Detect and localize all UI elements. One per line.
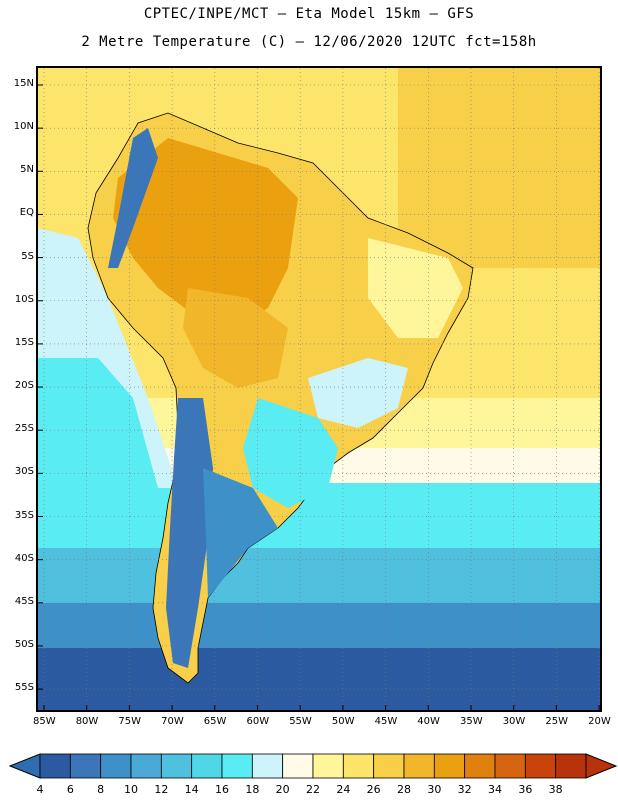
- colorbar-label: 36: [518, 783, 533, 796]
- lon-tick-label: 55W: [289, 716, 312, 727]
- lon-tick-label: 80W: [75, 716, 99, 727]
- ocean-band-hot: [398, 68, 600, 268]
- lon-tick-label: 45W: [374, 716, 398, 727]
- northeast-mild: [368, 238, 463, 338]
- temperature-map: [38, 68, 600, 710]
- colorbar-right-arrow: [585, 753, 618, 779]
- ocean-band-coldest: [38, 648, 600, 710]
- lon-tick-label: 75W: [118, 716, 142, 727]
- colorbar-label: 10: [124, 783, 138, 796]
- colorbar-label: 26: [366, 783, 381, 796]
- lat-tick-label: 55S: [14, 682, 34, 694]
- colorbar-cell: [221, 753, 253, 779]
- colorbar-cell: [130, 753, 162, 779]
- lat-tick-label: 45S: [14, 595, 34, 607]
- colorbar-label: 16: [215, 783, 229, 796]
- lat-tick-label: 10N: [13, 121, 34, 133]
- colorbar-cell: [403, 753, 435, 779]
- amazon-hot-region: [113, 138, 298, 328]
- colorbar-label: 18: [245, 783, 260, 796]
- map-title: CPTEC/INPE/MCT – Eta Model 15km – GFS: [143, 6, 475, 22]
- lon-tick-label: 40W: [417, 716, 440, 727]
- colorbar-cell: [342, 753, 375, 779]
- lon-tick-label: 70W: [161, 716, 184, 727]
- colorbar-cell: [312, 753, 344, 779]
- lat-tick-label: 25S: [14, 423, 34, 435]
- colorbar-cell: [494, 753, 526, 779]
- lat-tick-label: 50S: [14, 638, 34, 650]
- patagonia-cold: [203, 468, 278, 598]
- colorbar-cell: [433, 753, 466, 779]
- colorbar-label: 12: [154, 783, 169, 796]
- colorbar-cell: [191, 753, 223, 779]
- ocean-band-cold: [38, 548, 600, 608]
- lon-tick-label: 25W: [545, 716, 569, 727]
- lat-tick-label: 15S: [14, 336, 34, 348]
- colorbar-label: 6: [66, 783, 74, 796]
- colorbar: [8, 753, 618, 779]
- ocean-band-cool: [38, 483, 600, 553]
- gridlines: [38, 68, 600, 710]
- map-frame: [36, 66, 602, 712]
- lat-tick-label: 10S: [14, 293, 34, 305]
- lat-tick-label: 15N: [13, 78, 34, 89]
- colorbar-label: 34: [488, 783, 502, 796]
- colorbar-cell: [251, 753, 284, 779]
- lat-tick-label: 40S: [14, 552, 34, 564]
- colorbar-label: 38: [548, 783, 563, 796]
- colorbar-cell: [39, 753, 71, 779]
- southeast-cool: [308, 358, 408, 428]
- lon-tick-label: 30W: [502, 716, 526, 727]
- colorbar-label: 8: [97, 783, 105, 796]
- lon-tick-label: 60W: [246, 716, 270, 727]
- colorbar-cell: [69, 753, 102, 779]
- colorbar-label: 22: [306, 783, 320, 796]
- andes-cold-strip: [108, 128, 158, 268]
- colorbar-label: 20: [275, 783, 290, 796]
- southern-andes-cold: [166, 398, 213, 668]
- axis-ticks: [38, 84, 600, 710]
- lon-tick-label: 20W: [588, 716, 611, 727]
- colorbar-cells: [39, 753, 587, 779]
- colorbar-label: 24: [336, 783, 351, 796]
- colorbar-label: 32: [457, 783, 472, 796]
- map-subtitle: 2 Metre Temperature (C) – 12/06/2020 12U…: [81, 34, 537, 50]
- lon-tick-label: 50W: [331, 716, 355, 727]
- lat-tick-label: 35S: [14, 509, 34, 521]
- ocean-band-colder: [38, 603, 600, 653]
- colorbar-label: 28: [397, 783, 411, 796]
- lat-tick-label: 5S: [21, 250, 34, 262]
- colorbar-left-arrow: [8, 753, 41, 779]
- lat-tick-label: 20S: [14, 380, 34, 392]
- colorbar-cell: [100, 753, 132, 779]
- colorbar-cell: [464, 753, 496, 779]
- colorbar-cell: [373, 753, 405, 779]
- colorbar-cell: [555, 753, 587, 779]
- south-cool: [243, 398, 338, 508]
- colorbar-cell: [282, 753, 314, 779]
- central-warm-region: [183, 288, 288, 388]
- lat-tick-label: 5N: [20, 164, 34, 176]
- lat-tick-label: 30S: [14, 466, 34, 478]
- lon-tick-label: 85W: [33, 716, 56, 727]
- colorbar-label: 30: [427, 783, 442, 796]
- colorbar-label: 4: [36, 783, 44, 796]
- lon-tick-label: 35W: [460, 716, 483, 727]
- pacific-cold-tongue: [38, 358, 158, 488]
- colorbar-label: 14: [184, 783, 199, 796]
- lon-tick-label: 65W: [203, 716, 227, 727]
- lat-tick-label: EQ: [19, 207, 34, 219]
- colorbar-cell: [160, 753, 193, 779]
- colorbar-cell: [524, 753, 557, 779]
